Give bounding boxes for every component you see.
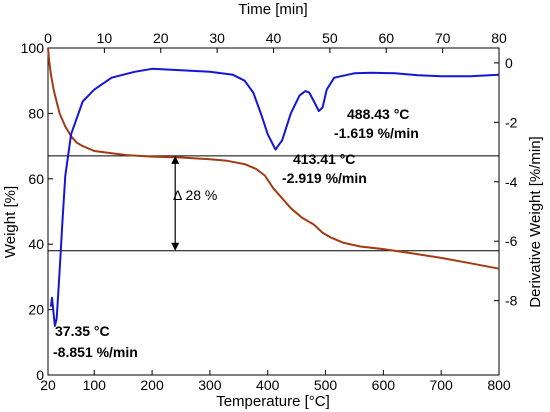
plot-frame xyxy=(47,47,500,376)
x-bottom-axis-title-text: Temperature [ xyxy=(216,393,309,410)
x-bottom-tick-label: 500 xyxy=(314,377,338,393)
x-top-tick-label: 70 xyxy=(435,30,451,46)
x-bottom-tick-label: 20 xyxy=(40,377,56,393)
annotation-peak-413-rate: -2.919 %/min xyxy=(282,170,367,186)
x-bottom-tick-label: 400 xyxy=(256,377,280,393)
delta-label: Δ 28 % xyxy=(173,187,217,203)
x-top-tick-label: 0 xyxy=(44,30,52,46)
x-top-tick-label: 60 xyxy=(378,30,394,46)
x-top-axis-title: Time [min] xyxy=(238,1,307,18)
y-left-tick-label: 0 xyxy=(36,367,44,383)
x-top-tick-label: 50 xyxy=(322,30,338,46)
annotation-peak-488-rate: -1.619 %/min xyxy=(334,125,419,141)
x-top-tick-label: 40 xyxy=(266,30,282,46)
derivative-curve xyxy=(49,67,500,327)
x-bottom-tick-label: 100 xyxy=(83,377,107,393)
y-right-tick-label: -2 xyxy=(505,114,518,130)
x-bottom-tick-label: 200 xyxy=(140,377,164,393)
x-top-tick-label: 80 xyxy=(491,30,507,46)
y-left-tick-label: 40 xyxy=(28,236,44,252)
x-bottom-tick-label: 800 xyxy=(487,377,511,393)
reference-lines-layer xyxy=(48,155,499,252)
x-bottom-axis-title-unit: °C] xyxy=(309,393,330,410)
y-right-axis-title: Derivative Weight [%/min] xyxy=(527,136,544,307)
y-left-tick-label: 100 xyxy=(21,40,45,56)
delta-arrowhead-bottom xyxy=(171,242,180,251)
x-top-tick-label: 20 xyxy=(153,30,169,46)
x-bottom-tick-label: 600 xyxy=(372,377,396,393)
y-left-tick-label: 80 xyxy=(28,105,44,121)
x-top-tick-label: 10 xyxy=(97,30,113,46)
y-right-tick-label: 0 xyxy=(505,55,513,71)
delta-arrowhead-top xyxy=(171,155,180,164)
y-right-tick-label: -4 xyxy=(505,174,518,190)
annotation-peak-413-temp: 413.41 °C xyxy=(293,151,355,167)
annotation-peak-488: 488.43 °C -1.619 %/min xyxy=(334,106,419,141)
x-top-tick-label: 30 xyxy=(209,30,225,46)
delta-marker: Δ 28 % xyxy=(171,155,217,251)
y-left-tick-label: 60 xyxy=(28,171,44,187)
annotation-peak-37: 37.35 °C -8.851 %/min xyxy=(53,323,138,360)
x-bottom-axis-title: Temperature [°C] xyxy=(216,393,330,410)
y-left-tick-label: 20 xyxy=(28,302,44,318)
x-bottom-tick-label: 300 xyxy=(198,377,222,393)
y-right-tick-label: -8 xyxy=(505,293,518,309)
x-bottom-tick-label: 700 xyxy=(429,377,453,393)
annotation-peak-37-temp: 37.35 °C xyxy=(55,323,110,339)
weight-curve xyxy=(47,47,500,270)
y-left-axis-title: Weight [%] xyxy=(2,186,19,258)
y-right-tick-label: -6 xyxy=(505,233,518,249)
annotation-peak-413: 413.41 °C -2.919 %/min xyxy=(282,151,367,186)
annotation-peak-488-temp: 488.43 °C xyxy=(347,106,409,122)
annotation-peak-37-rate: -8.851 %/min xyxy=(53,344,138,360)
series-layer xyxy=(47,47,500,327)
